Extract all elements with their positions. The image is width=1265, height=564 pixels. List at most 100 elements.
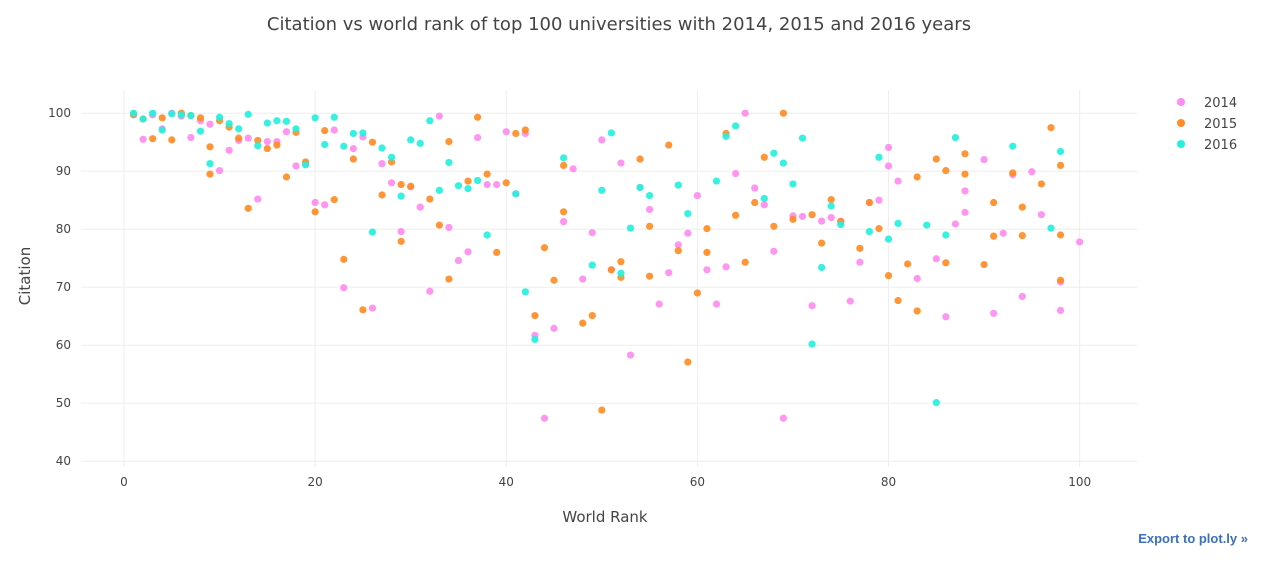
data-point[interactable] [1047, 124, 1055, 132]
data-point[interactable] [273, 141, 281, 149]
data-point[interactable] [397, 192, 405, 200]
data-point[interactable] [426, 287, 434, 295]
data-point[interactable] [1056, 147, 1065, 156]
data-point[interactable] [330, 126, 338, 134]
data-point[interactable] [827, 196, 835, 204]
data-point[interactable] [942, 167, 950, 175]
data-point[interactable] [349, 144, 357, 153]
data-point[interactable] [961, 170, 969, 178]
data-point[interactable] [397, 237, 405, 245]
data-point[interactable] [646, 191, 654, 200]
data-point[interactable] [569, 165, 577, 173]
data-point[interactable] [856, 244, 864, 252]
data-point[interactable] [139, 135, 147, 143]
data-point[interactable] [617, 258, 625, 266]
data-point[interactable] [235, 134, 243, 142]
data-point[interactable] [808, 302, 816, 310]
data-point[interactable] [215, 113, 224, 121]
data-point[interactable] [282, 117, 291, 125]
data-point[interactable] [349, 155, 357, 163]
legend[interactable]: 2014 2015 2016 [1177, 96, 1237, 153]
data-point[interactable] [1056, 276, 1065, 284]
legend-item-2014[interactable]: 2014 [1177, 96, 1237, 111]
data-point[interactable] [636, 183, 644, 192]
data-point[interactable] [235, 125, 243, 133]
data-point[interactable] [263, 144, 271, 153]
data-point[interactable] [684, 358, 692, 366]
data-point[interactable] [846, 297, 854, 305]
data-point[interactable] [875, 225, 883, 233]
data-point[interactable] [598, 136, 606, 144]
data-point[interactable] [741, 109, 749, 117]
data-point[interactable] [244, 110, 252, 118]
data-point[interactable] [387, 153, 396, 161]
data-point[interactable] [856, 258, 864, 266]
data-point[interactable] [464, 248, 472, 256]
data-point[interactable] [588, 261, 596, 269]
data-point[interactable] [368, 138, 377, 146]
data-point[interactable] [1018, 231, 1026, 240]
data-point[interactable] [789, 180, 797, 188]
data-point[interactable] [722, 263, 730, 271]
data-point[interactable] [483, 170, 491, 178]
data-point[interactable] [808, 211, 816, 219]
data-point[interactable] [359, 129, 367, 137]
data-point[interactable] [751, 184, 759, 192]
data-point[interactable] [550, 324, 558, 332]
export-to-plotly-link[interactable]: Export to plot.ly » [1138, 531, 1248, 546]
data-point[interactable] [665, 141, 673, 149]
data-point[interactable] [1047, 224, 1055, 232]
data-point[interactable] [416, 139, 424, 147]
data-point[interactable] [368, 304, 377, 312]
data-point[interactable] [865, 227, 874, 236]
data-point[interactable] [951, 133, 960, 142]
data-point[interactable] [215, 167, 224, 175]
data-point[interactable] [225, 120, 233, 128]
data-point[interactable] [598, 406, 606, 414]
data-point[interactable] [330, 196, 338, 204]
data-point[interactable] [473, 113, 482, 121]
data-point[interactable] [932, 399, 940, 407]
data-point[interactable] [340, 284, 348, 292]
data-point[interactable] [980, 260, 988, 269]
data-point[interactable] [770, 222, 778, 230]
data-point[interactable] [722, 132, 730, 140]
data-point[interactable] [712, 177, 721, 185]
data-point[interactable] [397, 227, 405, 236]
data-point[interactable] [760, 153, 768, 161]
data-point[interactable] [875, 153, 883, 161]
data-point[interactable] [588, 312, 596, 320]
data-point[interactable] [196, 127, 205, 135]
data-point[interactable] [579, 319, 587, 327]
data-point[interactable] [206, 143, 214, 151]
data-point[interactable] [445, 138, 453, 146]
data-point[interactable] [932, 155, 940, 163]
data-point[interactable] [923, 221, 931, 229]
data-point[interactable] [703, 225, 711, 233]
data-point[interactable] [1076, 238, 1084, 246]
data-point[interactable] [1056, 306, 1065, 314]
data-point[interactable] [837, 220, 845, 229]
data-point[interactable] [282, 173, 291, 181]
data-point[interactable] [311, 208, 319, 216]
data-point[interactable] [1056, 231, 1065, 239]
data-point[interactable] [980, 156, 988, 164]
data-point[interactable] [894, 296, 902, 305]
data-point[interactable] [560, 208, 568, 216]
data-point[interactable] [741, 258, 749, 266]
data-point[interactable] [378, 160, 386, 168]
data-point[interactable] [818, 263, 826, 272]
data-point[interactable] [913, 173, 921, 181]
data-point[interactable] [225, 146, 233, 154]
data-point[interactable] [397, 180, 405, 189]
data-point[interactable] [760, 194, 768, 203]
data-point[interactable] [263, 138, 271, 146]
data-point[interactable] [732, 211, 740, 219]
data-point[interactable] [473, 176, 482, 185]
data-point[interactable] [502, 128, 510, 136]
data-point[interactable] [942, 259, 950, 267]
data-point[interactable] [1009, 169, 1017, 177]
data-point[interactable] [330, 113, 338, 121]
data-point[interactable] [607, 129, 615, 137]
data-point[interactable] [550, 276, 558, 284]
